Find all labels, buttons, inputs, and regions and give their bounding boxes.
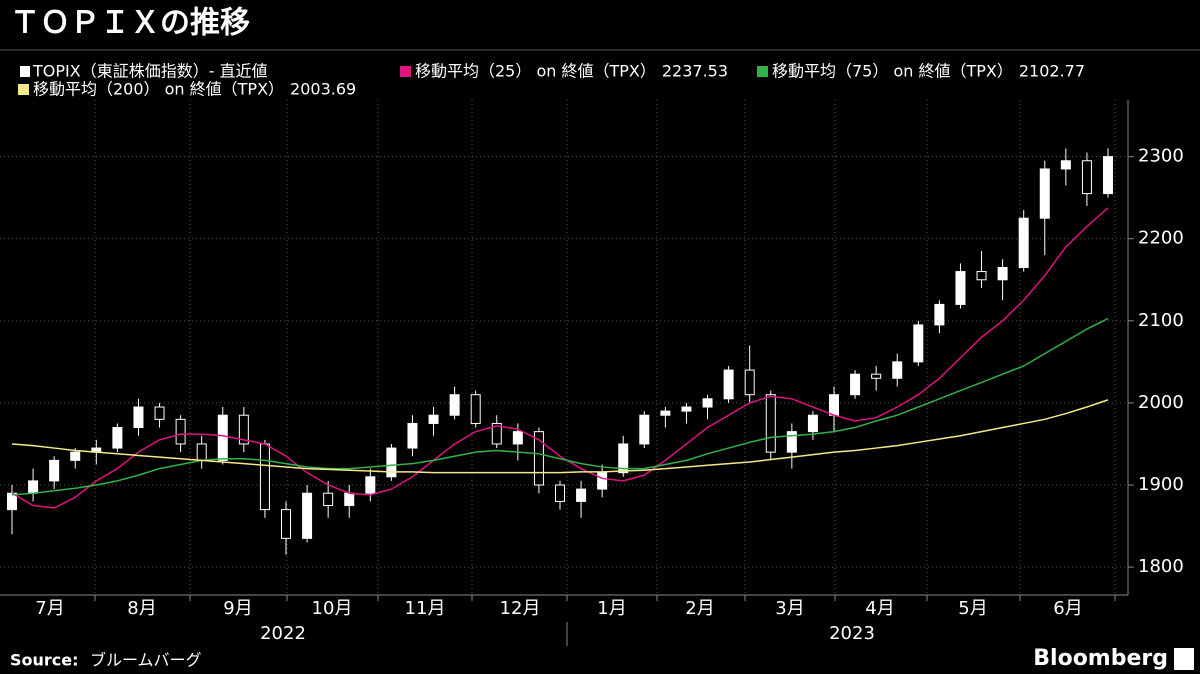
brand: Bloomberg xyxy=(1033,646,1168,671)
candle-body xyxy=(723,369,734,400)
candle-body xyxy=(491,422,502,445)
candle-body xyxy=(765,394,776,453)
candle-body xyxy=(850,373,861,396)
candle-body xyxy=(1039,168,1050,219)
legend-swatch xyxy=(18,84,29,95)
candle-body xyxy=(618,443,629,474)
candle-body xyxy=(934,303,945,326)
source-label: Source: xyxy=(10,651,79,670)
candle-body xyxy=(533,431,544,486)
candle-body xyxy=(344,492,355,507)
candle-body xyxy=(1018,217,1029,268)
candle-body xyxy=(976,271,987,281)
brand-icon xyxy=(1174,648,1194,670)
y-tick-label: 2000 xyxy=(1138,392,1184,413)
candle-body xyxy=(871,373,882,379)
candle-body xyxy=(449,394,460,416)
year-label: 2023 xyxy=(829,623,875,644)
chart-title: ＴＯＰＩＸの推移 xyxy=(10,6,250,41)
candle-body xyxy=(28,480,39,494)
ma-line xyxy=(11,399,1109,474)
candle-body xyxy=(702,398,713,408)
candle-body xyxy=(323,492,334,507)
candle-body xyxy=(786,431,797,453)
y-tick-label: 1900 xyxy=(1138,474,1184,495)
x-tick-label: 11月 xyxy=(405,598,446,619)
ma-line xyxy=(11,317,1109,496)
y-tick-label: 2100 xyxy=(1138,310,1184,331)
candle-body xyxy=(955,271,966,305)
candle-body xyxy=(829,394,839,416)
candle-body xyxy=(913,324,924,363)
legend-value: 2102.77 xyxy=(1019,62,1085,81)
candle-body xyxy=(997,266,1008,281)
year-label: 2022 xyxy=(260,623,306,644)
source: ブルームバーグ xyxy=(90,651,202,670)
candle-body xyxy=(154,406,165,420)
candle-body xyxy=(681,406,692,412)
candle-body xyxy=(407,422,418,449)
candle-body xyxy=(660,410,671,416)
candle-body xyxy=(386,447,397,478)
candle-body xyxy=(1060,160,1071,170)
candle-body xyxy=(807,414,818,433)
x-tick-label: 9月 xyxy=(223,598,252,619)
x-tick-label: 5月 xyxy=(958,598,987,619)
candle-body xyxy=(217,414,228,461)
x-tick-label: 3月 xyxy=(775,598,804,619)
candle-body xyxy=(175,418,186,445)
legend-value: 2003.69 xyxy=(290,80,356,99)
legend-swatch xyxy=(400,66,411,77)
candle-body xyxy=(470,394,481,424)
legend-value: 2237.53 xyxy=(662,62,728,81)
candle-body xyxy=(512,431,523,445)
x-tick-label: 12月 xyxy=(500,598,541,619)
x-tick-label: 2月 xyxy=(685,598,714,619)
y-tick-label: 1800 xyxy=(1138,556,1184,577)
legend-label: 移動平均（25） on 終値（TPX） xyxy=(415,62,656,81)
legend-label: 移動平均（200） on 終値（TPX） xyxy=(33,80,284,99)
x-tick-label: 10月 xyxy=(312,598,353,619)
legend-label: TOPIX（東証株価指数）- 直近値 xyxy=(32,62,268,81)
y-tick-label: 2300 xyxy=(1138,146,1184,167)
ma-line xyxy=(11,207,1109,509)
x-tick-label: 6月 xyxy=(1053,598,1082,619)
x-tick-label: 7月 xyxy=(35,598,64,619)
candle-body xyxy=(133,406,144,429)
candle-body xyxy=(428,414,439,424)
legend-swatch xyxy=(20,66,30,77)
candle-body xyxy=(281,509,291,539)
candle-body xyxy=(112,427,123,449)
candle-body xyxy=(597,472,608,490)
candle-body xyxy=(555,484,565,502)
candle-body xyxy=(70,451,81,461)
candle-body xyxy=(1103,156,1113,195)
candle-body xyxy=(892,361,903,379)
candle-body xyxy=(196,443,207,461)
candle-body xyxy=(238,414,249,445)
candle-body xyxy=(576,488,587,502)
legend-swatch xyxy=(757,66,768,77)
legend-label: 移動平均（75） on 終値（TPX） xyxy=(772,62,1013,81)
candle-body xyxy=(1081,160,1092,195)
x-tick-label: 8月 xyxy=(127,598,156,619)
candle-body xyxy=(302,492,313,539)
candle-body xyxy=(744,369,755,396)
candle-body xyxy=(259,443,270,511)
x-tick-label: 4月 xyxy=(865,598,894,619)
x-tick-label: 1月 xyxy=(597,598,626,619)
candle-body xyxy=(365,476,376,494)
y-tick-label: 2200 xyxy=(1138,228,1184,249)
candle-body xyxy=(639,414,650,445)
candle-body xyxy=(49,459,60,482)
